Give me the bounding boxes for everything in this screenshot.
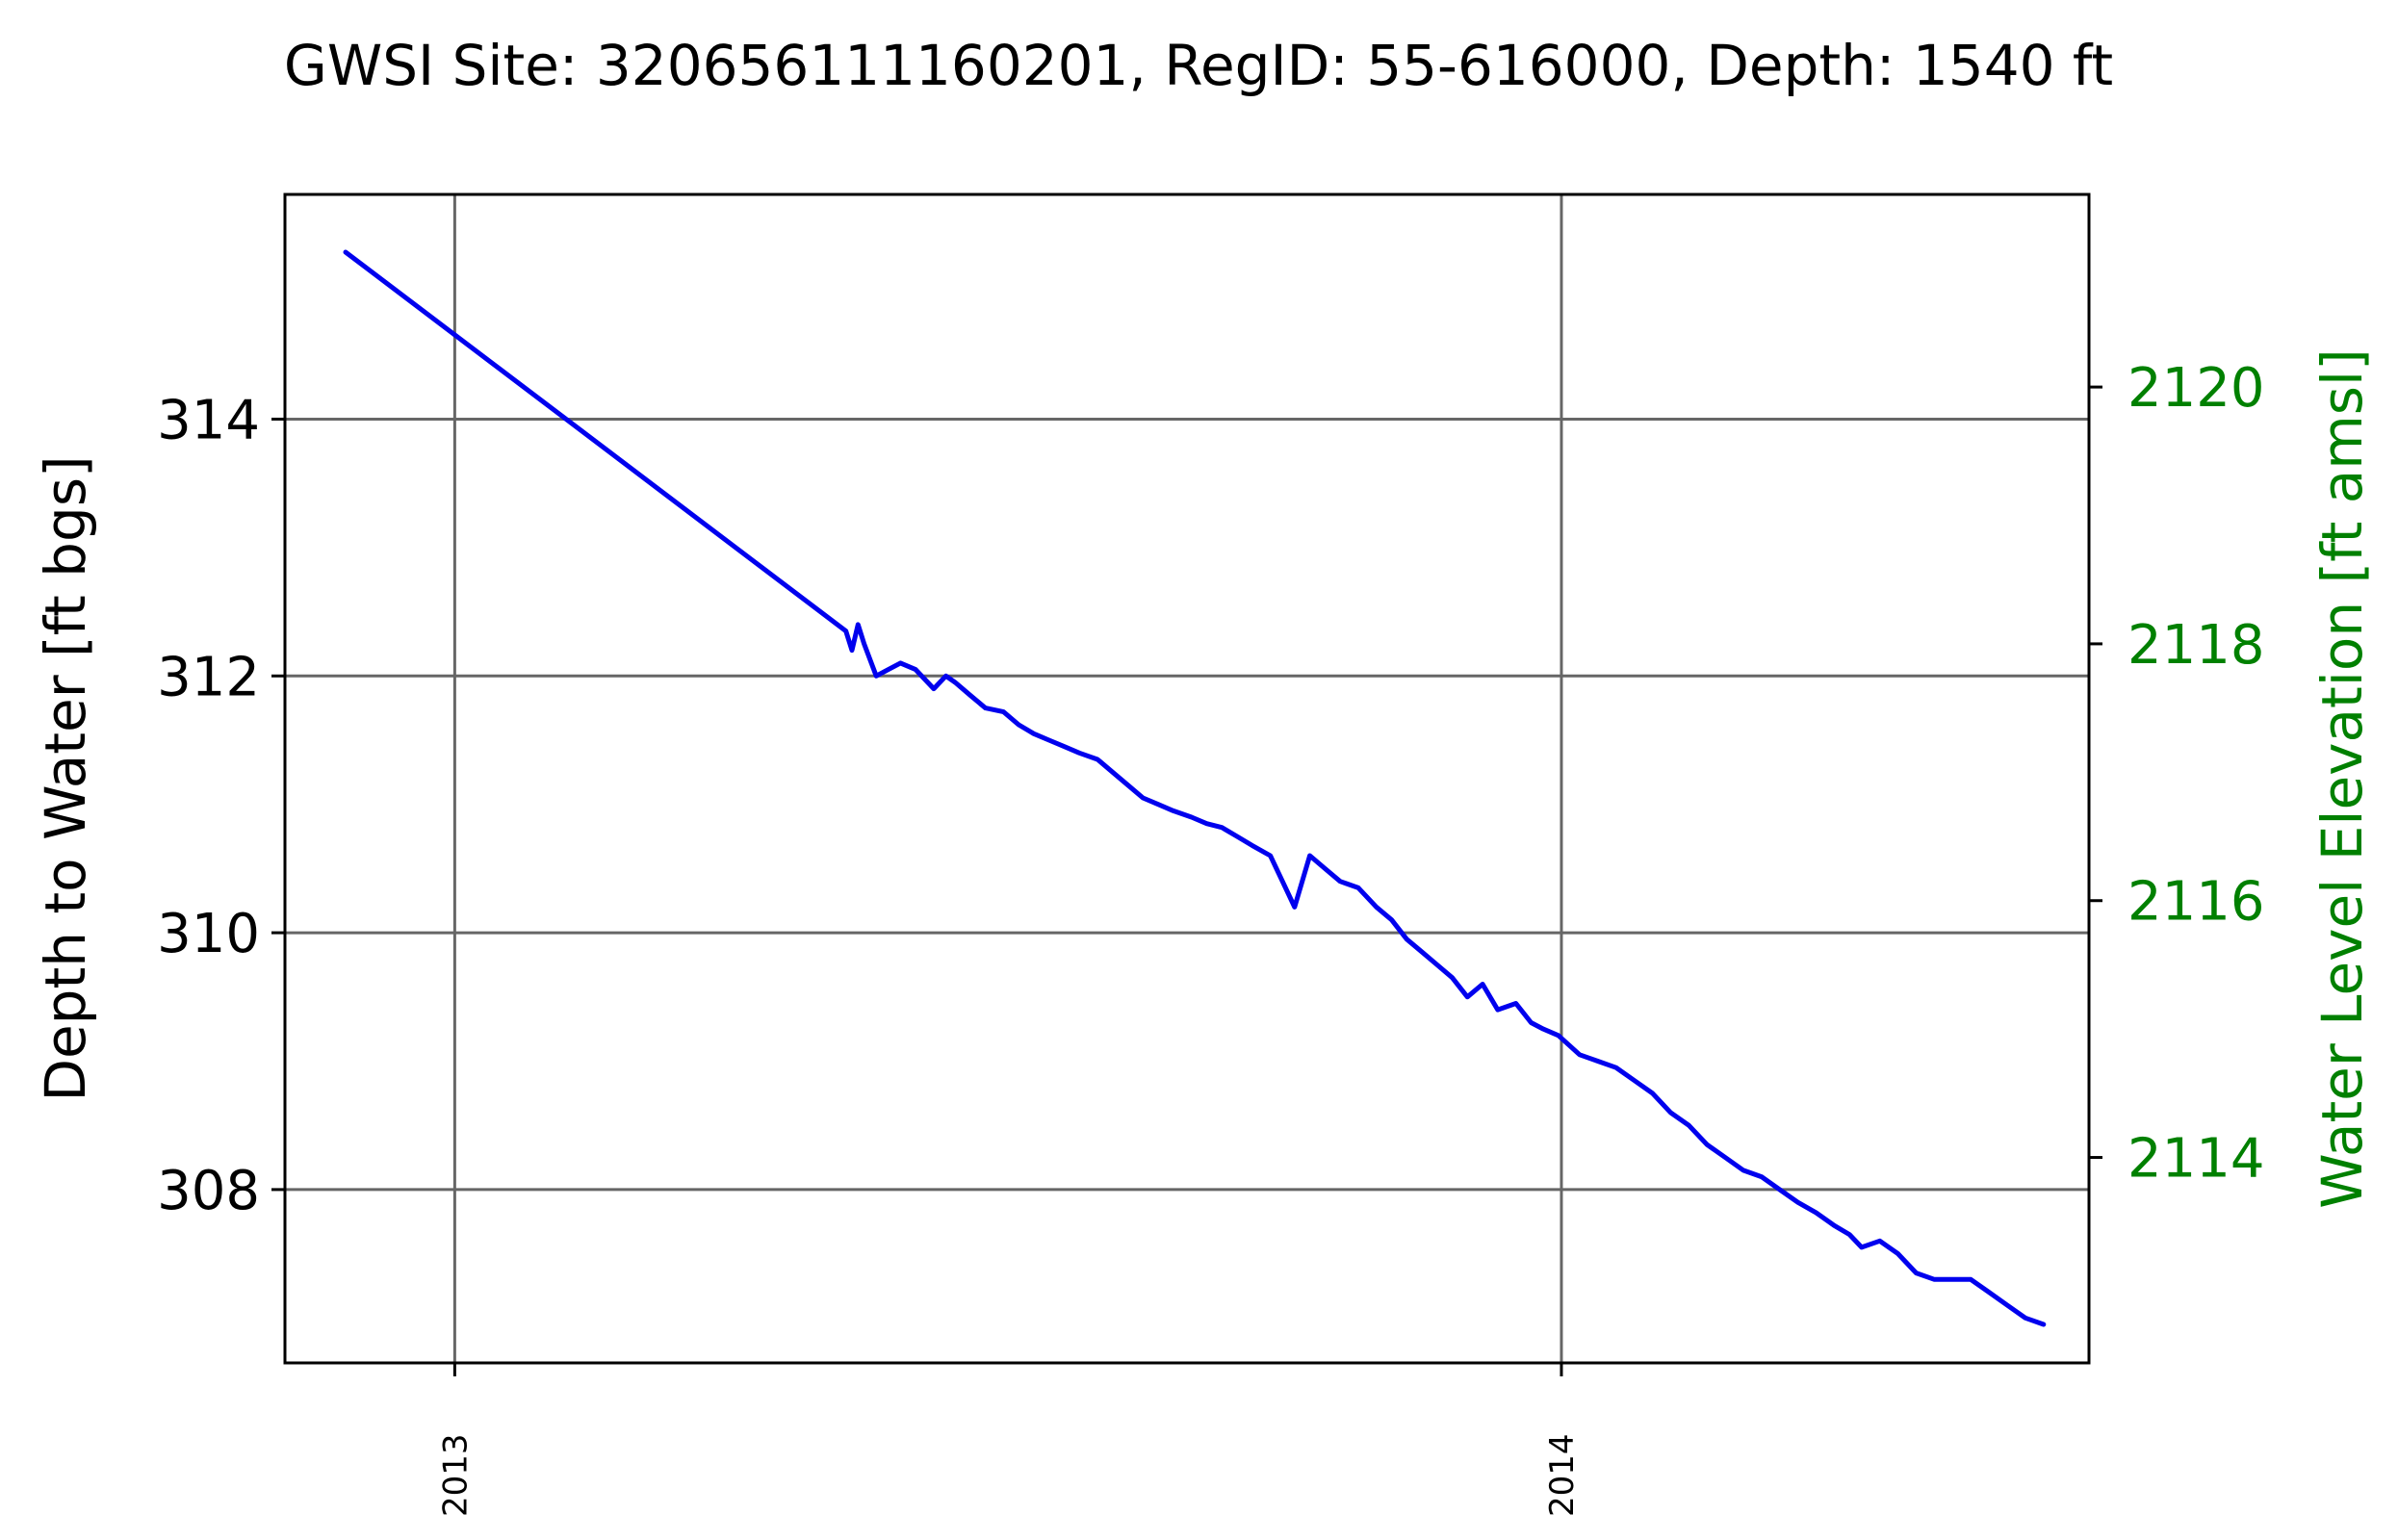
y-tick-label-left: 308 bbox=[157, 1160, 260, 1222]
plot-frame bbox=[283, 192, 2091, 1365]
y-ticks-left: 308 310 312 314 bbox=[157, 389, 285, 1222]
x-tick-label: 2014 bbox=[1543, 1433, 1582, 1517]
series-line bbox=[343, 249, 2047, 1327]
y-axis-label-left: Depth to Water [ft bgs] bbox=[33, 455, 98, 1101]
y-tick-label-left: 312 bbox=[157, 646, 260, 708]
y-axis-label-right: Water Level Elevation [ft amsl] bbox=[2309, 348, 2375, 1208]
x-tick-label: 2013 bbox=[436, 1433, 475, 1517]
y-tick-label-right: 2114 bbox=[2127, 1128, 2265, 1191]
x-ticks: 2013 2014 bbox=[436, 1363, 1582, 1517]
y-tick-label-left: 314 bbox=[157, 389, 260, 451]
y-ticks-right: 2120 2118 2116 2114 bbox=[2089, 357, 2265, 1191]
grid bbox=[285, 194, 2089, 1363]
y-tick-label-right: 2118 bbox=[2127, 614, 2265, 677]
y-tick-label-left: 310 bbox=[157, 903, 260, 965]
y-tick-label-right: 2120 bbox=[2127, 357, 2265, 420]
y-tick-label-right: 2116 bbox=[2127, 871, 2265, 934]
chart-title: GWSI Site: 320656111160201, RegID: 55-61… bbox=[284, 33, 2113, 98]
